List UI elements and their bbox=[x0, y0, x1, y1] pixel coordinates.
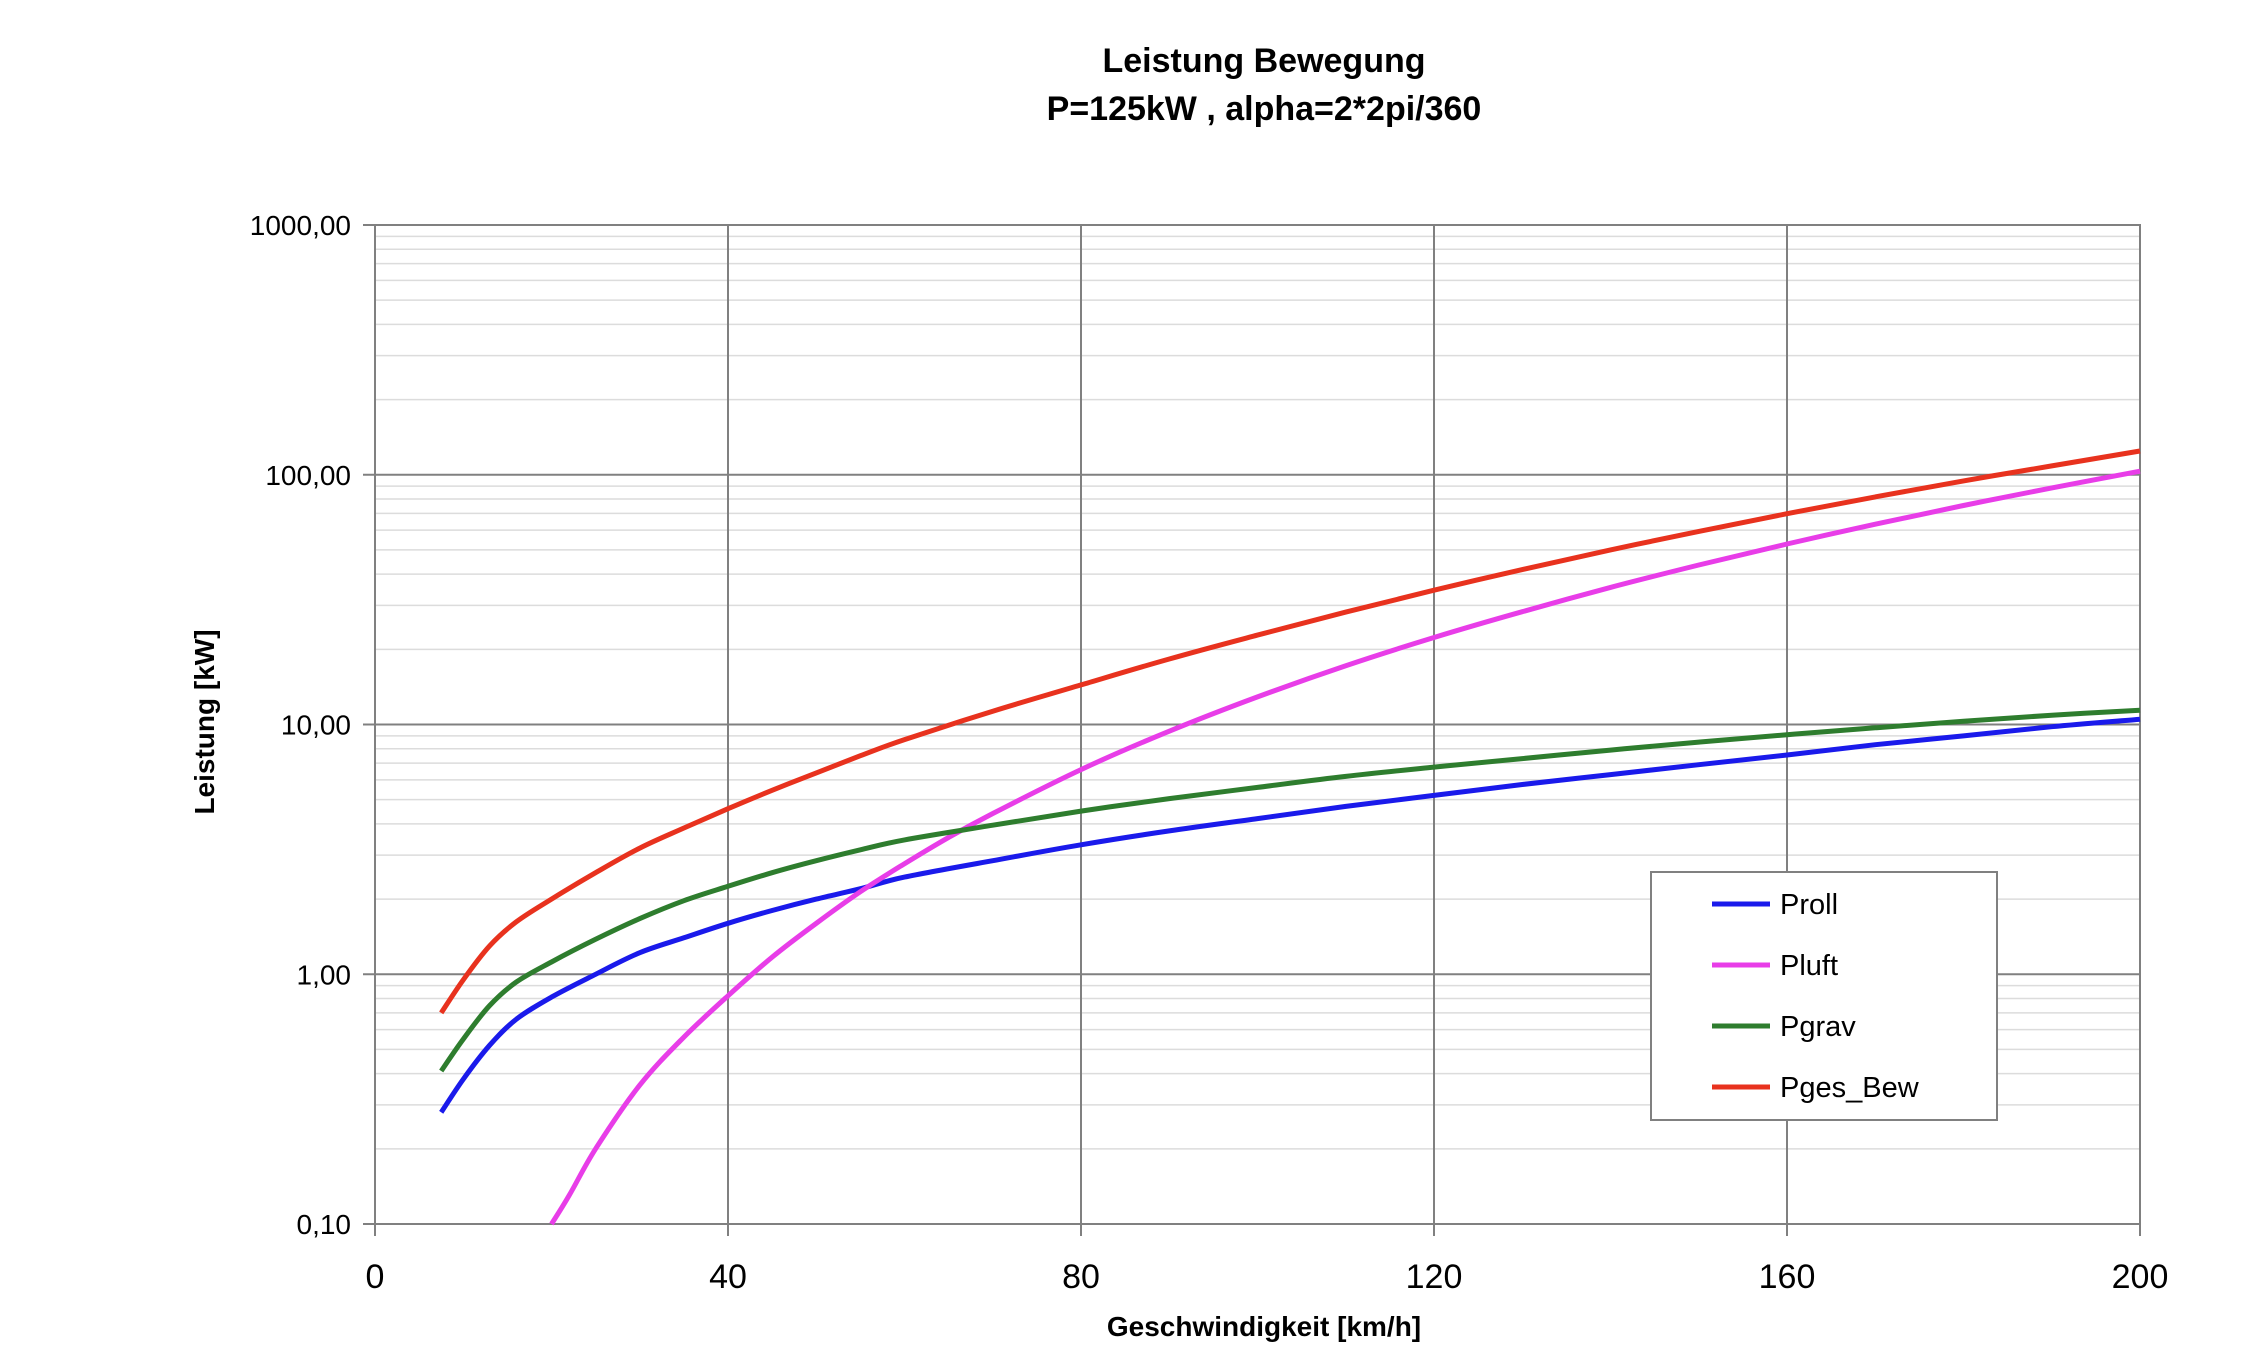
series-line-proll bbox=[439, 716, 2141, 1114]
legend-label-pges_bew: Pges_Bew bbox=[1780, 1072, 1920, 1104]
y-axis-tick-labels: 0,10 1,00 10,00 100,00 1000,00 bbox=[250, 210, 351, 1240]
x-axis-title: Geschwindigkeit [km/h] bbox=[1107, 1311, 1421, 1342]
series-line-pluft bbox=[549, 468, 2141, 1226]
x-axis-tick-labels: 0 40 80 120 160 200 bbox=[366, 1258, 2169, 1296]
data-series bbox=[439, 448, 2141, 1226]
y-tick-label: 1,00 bbox=[297, 959, 352, 990]
y-tick-label: 10,00 bbox=[281, 710, 351, 741]
plot-area-frame bbox=[374, 224, 2141, 1225]
y-axis-title: Leistung [kW] bbox=[189, 629, 220, 814]
minor-gridlines bbox=[375, 235, 2140, 1150]
legend-label-proll: Proll bbox=[1780, 889, 1838, 921]
chart-subtitle: P=125kW , alpha=2*2pi/360 bbox=[1047, 90, 1482, 128]
legend-box bbox=[1650, 871, 1998, 1121]
x-tick-label: 120 bbox=[1406, 1258, 1463, 1296]
y-tick-label: 1000,00 bbox=[250, 210, 351, 241]
x-tick-label: 0 bbox=[366, 1258, 385, 1296]
x-tick-label: 160 bbox=[1759, 1258, 1816, 1296]
legend-label-pluft: Pluft bbox=[1780, 950, 1838, 982]
series-line-pgrav bbox=[439, 707, 2141, 1073]
y-tick-label: 100,00 bbox=[265, 460, 351, 491]
x-tick-label: 200 bbox=[2112, 1258, 2169, 1296]
series-line-pges_bew bbox=[439, 448, 2141, 1015]
legend: Proll Pluft Pgrav Pges_Bew bbox=[1650, 871, 1998, 1121]
x-tick-label: 40 bbox=[709, 1258, 747, 1296]
y-tick-label: 0,10 bbox=[297, 1209, 352, 1240]
x-tick-label: 80 bbox=[1062, 1258, 1100, 1296]
legend-label-pgrav: Pgrav bbox=[1780, 1011, 1856, 1043]
chart-title: Leistung Bewegung bbox=[1103, 42, 1426, 80]
